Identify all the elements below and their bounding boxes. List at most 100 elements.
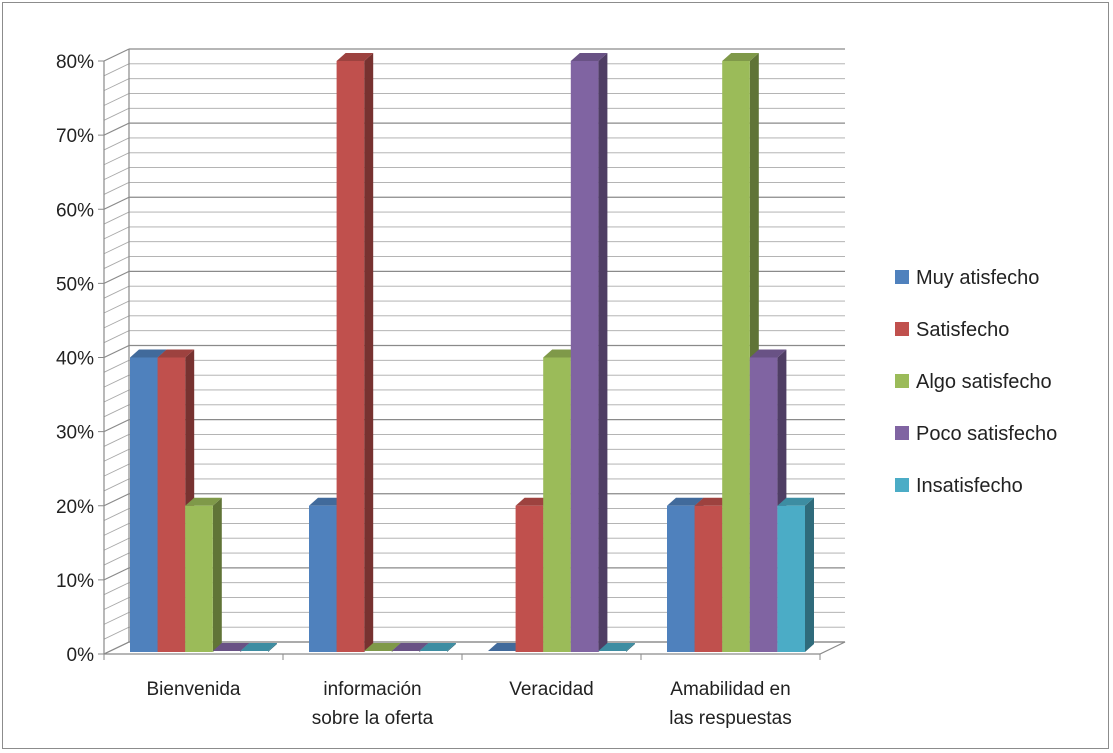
gridline-side <box>103 611 130 625</box>
gridline-side <box>103 107 130 121</box>
bar-top <box>488 643 525 651</box>
bar-top <box>212 643 250 651</box>
category-label: Veracidad <box>509 679 594 700</box>
legend-label: Insatisfecho <box>916 475 1023 497</box>
bar-side <box>626 643 635 652</box>
gridline-side <box>103 78 130 92</box>
bar <box>336 53 374 652</box>
category-label: las respuestas <box>669 708 792 729</box>
legend-swatch <box>895 322 909 336</box>
bar-side <box>598 53 608 652</box>
bar-top <box>364 643 401 651</box>
bar <box>777 497 814 652</box>
gridline-side <box>103 567 130 581</box>
category-label: Amabilidad en <box>670 679 790 700</box>
bars <box>130 53 814 652</box>
gridline-side <box>103 167 130 181</box>
y-axis: 0% 10% 20% 30% 40% 50% 60% 70% 80% <box>56 52 846 666</box>
gridline-side <box>103 48 130 62</box>
gridline-side <box>103 63 130 77</box>
bar-side <box>447 643 456 652</box>
bar-side <box>364 53 374 652</box>
bar-top <box>598 643 635 651</box>
gridline-side <box>103 226 130 240</box>
gridline-side <box>103 493 130 507</box>
gridline-side <box>103 152 130 166</box>
bar-front <box>157 357 186 652</box>
gridline-side <box>103 182 130 195</box>
bar-front <box>515 505 544 652</box>
bar-front <box>570 61 599 652</box>
gridline-side <box>103 270 130 284</box>
legend-label: Satisfecho <box>916 319 1009 341</box>
gridline-side <box>103 463 130 477</box>
gridline-side <box>103 196 130 210</box>
bar-top <box>694 497 732 506</box>
category-label: información <box>323 679 421 700</box>
bar-top <box>240 643 277 651</box>
bar <box>185 497 222 652</box>
bar <box>419 643 456 652</box>
gridline-side <box>103 537 130 551</box>
gridline-side <box>103 478 130 492</box>
bar-top <box>130 349 167 358</box>
x-axis-labels: Bienvenida información sobre la oferta Vera… <box>146 679 791 729</box>
gridline-side <box>103 122 130 136</box>
category-label: sobre la oferta <box>312 708 434 729</box>
bar-top <box>570 53 608 61</box>
bar-top <box>543 349 580 358</box>
chart-floor <box>103 641 846 655</box>
bar-front <box>777 505 805 652</box>
bar <box>598 643 635 652</box>
bar-top <box>391 643 429 651</box>
legend-label: Poco satisfecho <box>916 423 1057 445</box>
bar <box>240 643 277 652</box>
bar-front <box>336 61 365 652</box>
gridline-side <box>103 522 130 536</box>
legend-swatch <box>895 270 909 284</box>
bar-top <box>419 643 456 651</box>
bar-side <box>212 497 222 652</box>
gridline-side <box>103 448 130 462</box>
bar-top <box>336 53 374 61</box>
legend-swatch <box>895 426 909 440</box>
bar-top <box>722 53 759 61</box>
bar-top <box>667 497 704 506</box>
bar <box>570 53 608 652</box>
gridline-side <box>103 626 130 640</box>
gridline-side <box>103 582 130 596</box>
y-tick-label: 80% <box>56 52 94 73</box>
legend-swatch <box>895 374 909 388</box>
bar-top <box>185 497 222 506</box>
gridline-side <box>103 93 130 106</box>
y-tick-label: 10% <box>56 571 94 592</box>
gridline-side <box>103 404 130 418</box>
bar-front <box>694 505 723 652</box>
category-label: Bienvenida <box>146 679 240 700</box>
bar-front <box>185 505 213 652</box>
gridline-side <box>103 285 130 299</box>
y-tick-label: 30% <box>56 423 94 444</box>
gridline-side <box>103 508 130 521</box>
bar-top <box>777 497 814 506</box>
gridline-side <box>103 597 130 610</box>
gridline-side <box>103 344 130 359</box>
gridline-side <box>103 330 130 344</box>
gridline-side <box>103 137 130 151</box>
y-tick-label: 60% <box>56 200 94 221</box>
bar-front <box>749 357 778 652</box>
bar <box>749 349 787 652</box>
gridline-side <box>103 211 130 225</box>
bar-front <box>722 61 750 652</box>
legend-label: Algo satisfecho <box>916 371 1052 393</box>
bar-side <box>268 643 277 652</box>
gridline-side <box>103 552 130 566</box>
y-tick-label: 50% <box>56 274 94 295</box>
bar-front <box>309 505 337 652</box>
bar-top <box>157 349 195 358</box>
bar-side <box>805 497 814 652</box>
bar-top <box>515 497 553 506</box>
legend-label: Muy atisfecho <box>916 267 1039 289</box>
gridline-side <box>103 241 130 255</box>
bar-front <box>130 357 158 652</box>
